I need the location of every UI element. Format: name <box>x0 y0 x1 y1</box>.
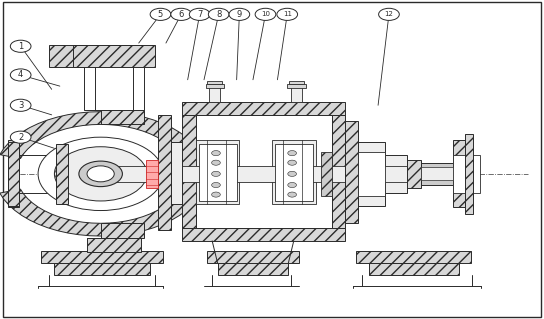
Circle shape <box>288 192 296 197</box>
Circle shape <box>379 8 399 20</box>
Bar <box>421 163 453 185</box>
Bar <box>207 251 299 263</box>
Bar <box>291 85 302 102</box>
Text: 5: 5 <box>158 10 163 19</box>
Circle shape <box>87 166 114 182</box>
Bar <box>199 144 237 201</box>
Text: 12: 12 <box>385 11 393 17</box>
Polygon shape <box>109 45 144 67</box>
Text: 石: 石 <box>324 212 329 222</box>
Polygon shape <box>49 45 84 67</box>
Text: 水: 水 <box>245 212 250 222</box>
Polygon shape <box>101 110 144 124</box>
Bar <box>421 167 453 180</box>
Circle shape <box>288 171 296 176</box>
Bar <box>275 144 313 201</box>
Bar <box>101 166 435 182</box>
Bar <box>385 155 407 193</box>
Circle shape <box>277 8 298 20</box>
Circle shape <box>38 137 163 211</box>
Bar <box>41 251 163 263</box>
Bar <box>182 228 345 241</box>
Text: 2: 2 <box>18 133 23 142</box>
Bar <box>54 263 150 275</box>
Text: 7: 7 <box>197 10 202 19</box>
Polygon shape <box>453 140 465 207</box>
Bar <box>218 263 288 275</box>
Bar <box>87 238 141 252</box>
Text: 1: 1 <box>18 42 23 51</box>
Circle shape <box>10 99 31 111</box>
Polygon shape <box>345 121 358 223</box>
Bar <box>206 84 224 88</box>
Bar <box>453 155 480 193</box>
Circle shape <box>150 8 171 20</box>
Bar <box>209 85 220 102</box>
Circle shape <box>10 131 31 143</box>
Text: 11: 11 <box>283 11 292 17</box>
Bar <box>73 45 155 67</box>
Bar <box>369 263 459 275</box>
Circle shape <box>229 8 250 20</box>
Circle shape <box>288 160 296 165</box>
Circle shape <box>10 40 31 52</box>
Circle shape <box>255 8 276 20</box>
Bar <box>182 115 196 228</box>
Bar <box>332 115 345 228</box>
Bar <box>196 140 239 204</box>
Circle shape <box>212 160 220 165</box>
Text: 水: 水 <box>286 174 291 184</box>
Bar <box>407 160 421 188</box>
Polygon shape <box>8 140 19 207</box>
Bar <box>84 65 144 110</box>
Circle shape <box>79 161 122 187</box>
Circle shape <box>288 182 296 188</box>
Text: 9: 9 <box>237 10 242 19</box>
Text: 4: 4 <box>18 70 23 79</box>
Bar <box>182 102 345 115</box>
Bar <box>287 84 306 88</box>
Circle shape <box>10 69 31 81</box>
Polygon shape <box>158 115 171 230</box>
Bar <box>272 140 316 204</box>
Polygon shape <box>0 112 201 159</box>
Text: 石: 石 <box>326 174 332 184</box>
Bar <box>196 115 332 228</box>
Bar <box>321 152 332 196</box>
Bar <box>8 142 19 206</box>
Polygon shape <box>56 144 68 204</box>
Bar <box>289 81 304 84</box>
Text: 10: 10 <box>261 11 270 17</box>
Circle shape <box>189 8 210 20</box>
Circle shape <box>212 171 220 176</box>
Text: 8: 8 <box>216 10 221 19</box>
Bar <box>356 251 471 263</box>
Polygon shape <box>171 142 182 204</box>
Circle shape <box>208 8 229 20</box>
Bar <box>207 81 222 84</box>
Text: 6: 6 <box>178 10 184 19</box>
Bar <box>358 142 385 206</box>
Polygon shape <box>0 189 201 236</box>
Bar <box>358 152 385 196</box>
Circle shape <box>288 151 296 156</box>
Text: 3: 3 <box>18 101 23 110</box>
Circle shape <box>171 8 191 20</box>
Text: 深: 深 <box>245 174 250 184</box>
Circle shape <box>212 151 220 156</box>
Circle shape <box>54 147 147 201</box>
Circle shape <box>212 192 220 197</box>
Circle shape <box>212 182 220 188</box>
Bar <box>146 160 158 188</box>
Polygon shape <box>101 223 144 238</box>
Polygon shape <box>465 134 473 214</box>
